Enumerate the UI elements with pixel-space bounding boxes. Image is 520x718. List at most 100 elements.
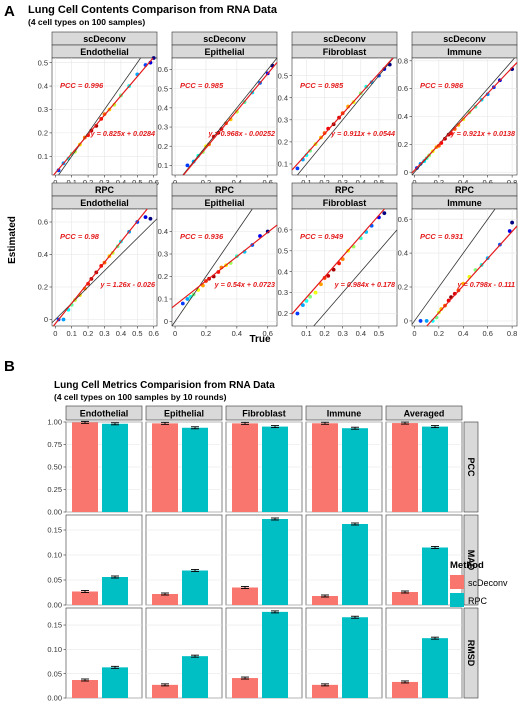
pcc-annotation: PCC = 0.986 (420, 81, 464, 90)
scatter-point (185, 297, 190, 301)
fit-line (183, 62, 278, 176)
tick-label-y: 0.2 (38, 283, 48, 292)
pcc-annotation: PCC = 0.936 (180, 232, 224, 241)
column-strip-label: Fibroblast (242, 409, 286, 419)
bar-facet-mad-epithelial (145, 514, 223, 606)
bar-rpc (102, 577, 128, 605)
bar-rpc (422, 426, 448, 512)
fit-line (171, 224, 278, 309)
tick-label-y: 0.1 (38, 152, 48, 161)
tick-label-x: 0.5 (374, 178, 384, 187)
bar-scdeconv (312, 684, 338, 698)
bar-scdeconv (232, 587, 258, 605)
tick-label-y: 0.4 (398, 249, 408, 258)
fit-line (411, 62, 518, 174)
bar-scdeconv (152, 684, 178, 698)
tick-label-x: 0.2 (83, 329, 93, 338)
bar-scdeconv (392, 681, 418, 698)
scatter-point (180, 301, 185, 306)
tick-label-y: 0.00 (47, 508, 62, 517)
legend-swatch-rpc (450, 593, 464, 607)
row-strip-label: PCC (466, 457, 476, 477)
tick-label-x: 0.6 (482, 329, 492, 338)
tick-label-x: 0 (53, 178, 57, 187)
bar-scdeconv (312, 596, 338, 605)
tick-label-y: 0.3 (38, 105, 48, 114)
tick-label-x: 0.4 (116, 178, 126, 187)
tick-label-y: 0.5 (158, 84, 168, 93)
pcc-annotation: PCC = 0.98 (60, 232, 100, 241)
bar-facet-pcc-immune (305, 421, 383, 513)
tick-label-x: 0 (173, 178, 177, 187)
facet-strip-method-label: scDeconv (323, 34, 366, 44)
panel-a-xlabel: True (249, 334, 271, 345)
panel-b-title: Lung Cell Metrics Comparision from RNA D… (54, 380, 275, 391)
tick-label-x: 0.1 (66, 329, 76, 338)
legend: Method scDeconv RPC (450, 560, 508, 607)
tick-label-y: 0.00 (47, 694, 62, 703)
plot-area (291, 208, 398, 327)
bar-rpc (262, 519, 288, 605)
column-strip (225, 405, 303, 421)
tick-label-y: 1.00 (47, 418, 62, 427)
scatter-point (452, 127, 457, 131)
tick-label-y: 0.2 (158, 142, 168, 151)
scatter-point (295, 311, 300, 316)
tick-label-y: 0.6 (398, 84, 408, 93)
row-strip-label: RMSD (466, 640, 476, 667)
legend-label-scdeconv: scDeconv (468, 578, 508, 588)
bar-facet-rmsd-averaged (385, 607, 463, 699)
row-strip (463, 514, 479, 606)
bar-scdeconv (312, 423, 338, 512)
bar-scdeconv (72, 680, 98, 698)
facet-strip-celltype-label: Immune (447, 198, 482, 208)
pcc-annotation: PCC = 0.996 (60, 81, 104, 90)
tick-label-y: 0.1 (278, 160, 288, 169)
tick-label-y: 0.2 (38, 128, 48, 137)
bar-rpc (102, 667, 128, 698)
column-strip-label: Immune (327, 409, 362, 419)
bar-scdeconv (72, 591, 98, 605)
bar-rpc (102, 423, 128, 512)
tick-label-y: 0.00 (47, 601, 62, 610)
identity-line (297, 57, 394, 176)
tick-label-x: 0.2 (201, 329, 211, 338)
pcc-annotation: PCC = 0.985 (180, 81, 224, 90)
facet-strip-method-label: RPC (215, 185, 235, 195)
column-strip (305, 405, 383, 421)
tick-label-y: 0.2 (398, 140, 408, 149)
tick-label-x: 0.8 (507, 329, 517, 338)
row-strip (463, 421, 479, 513)
scatter-point (148, 216, 153, 221)
facet-strip-celltype-label: Epithelial (204, 198, 244, 208)
tick-label-y: 0.4 (38, 250, 48, 259)
bar-rpc (342, 617, 368, 698)
tick-label-x: 0.6 (482, 178, 492, 187)
bar-facet-rmsd-epithelial (145, 607, 223, 699)
tick-label-y: 0.8 (398, 56, 408, 65)
tick-label-y: 0.4 (158, 103, 168, 112)
row-strip-label: MAD (466, 550, 476, 571)
scatter-point (507, 229, 512, 233)
tick-label-x: 0.6 (149, 178, 159, 187)
fit-equation: y = 0.921x + 0.0138 (450, 129, 515, 138)
scatter-facet-scdeconv-epithelial: scDeconv Epithelial 0 0.2 0.4 0.6 0.1 0.2 0.3 0.4… (158, 31, 278, 187)
facet-strip-method-label: scDeconv (443, 34, 486, 44)
plot-area (171, 208, 278, 327)
tick-label-x: 0.1 (66, 178, 76, 187)
tick-label-x: 0.2 (201, 178, 211, 187)
column-strip (65, 405, 143, 421)
row-strip (463, 607, 479, 699)
tick-label-x: 0.2 (319, 329, 329, 338)
tick-label-y: 0.10 (47, 645, 62, 654)
scatter-point (228, 117, 233, 122)
fit-line (426, 225, 518, 327)
bar-facet-rmsd-fibroblast (225, 607, 303, 699)
tick-label-x: 0.3 (99, 329, 109, 338)
scatter-facet-rpc-endothelial: RPC Endothelial 0 0.1 0.2 0.3 0.4 0.5 0.6 0 0.2 0.4… (38, 182, 159, 338)
tick-label-y: 0.4 (38, 82, 48, 91)
tick-label-x: 0.8 (507, 178, 517, 187)
bar-facet-pcc-averaged (385, 421, 463, 513)
scatter-facet-scdeconv-fibroblast: scDeconv Fibroblast 0.1 0.2 0.3 0.4 0.5 0.1 0.2 0… (278, 31, 398, 187)
tick-label-y: 0.3 (158, 123, 168, 132)
